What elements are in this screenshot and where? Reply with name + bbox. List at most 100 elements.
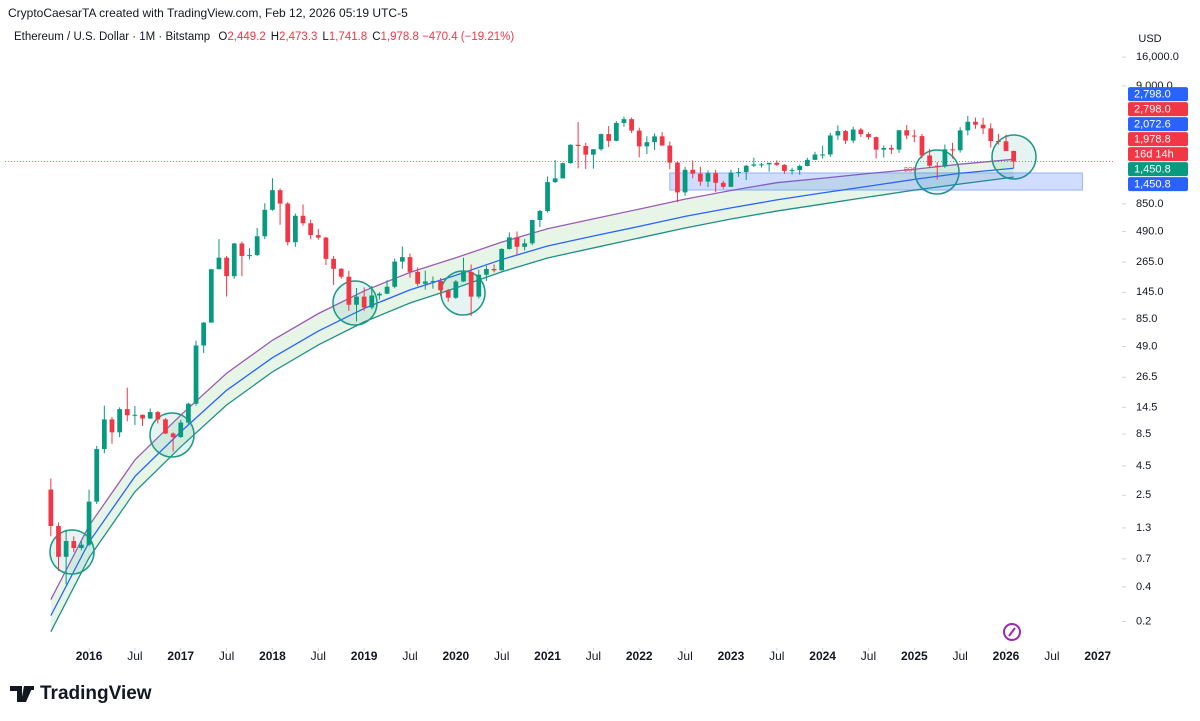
circle: [49, 529, 95, 575]
ohlc-key: L: [322, 31, 329, 43]
legend: Ethereum / U.S. Dollar · 1M · Bitstamp O…: [14, 31, 514, 43]
candle-body: [873, 137, 879, 150]
candle-body: [736, 172, 741, 174]
ohlc-value: 2,449.2: [227, 31, 266, 43]
candle-body: [545, 182, 550, 212]
price-badge-label: 2,798.0: [1134, 89, 1171, 101]
candle-body: [491, 268, 497, 271]
x-tick-label: 2016: [76, 649, 103, 663]
ohlc: O2,449.2 H2,473.3 L1,741.8 C1,978.8: [213, 31, 418, 43]
change: −470.4 (−19.21%): [422, 31, 515, 43]
candle-body: [759, 164, 764, 166]
y-tick-label: 2.5: [1136, 489, 1151, 501]
candle-body: [155, 412, 161, 420]
x-tick-label: Jul: [127, 649, 142, 663]
price-badge-label: 1,978.8: [1134, 134, 1171, 146]
candle-body: [598, 134, 604, 150]
candle-body: [652, 136, 657, 143]
candle-body: [506, 237, 512, 249]
candle-body: [583, 145, 589, 155]
candle-body: [827, 135, 833, 155]
y-tick-label: 850.0: [1136, 198, 1164, 210]
candle-body: [163, 419, 168, 434]
ohlc-key: H: [270, 31, 280, 43]
price-badge-label: 2,072.6: [1134, 119, 1171, 131]
candle-body: [766, 162, 772, 165]
candle-body: [743, 165, 749, 173]
candle-body: [843, 131, 848, 141]
price-badge: [1128, 102, 1188, 117]
y-tick-label: 14.5: [1136, 401, 1157, 413]
x-tick-label: Jul: [494, 649, 509, 663]
candle-body: [629, 119, 634, 131]
x-tick-label: 2027: [1084, 649, 1111, 663]
x-tick-label: 2023: [718, 649, 745, 663]
candle-body: [354, 296, 359, 305]
candle-body: [812, 154, 818, 160]
candle-body: [690, 169, 696, 174]
candle-body: [124, 409, 130, 416]
candle-body: [858, 129, 864, 135]
candle-body: [919, 136, 925, 156]
candle-body: [560, 163, 566, 179]
candle-body: [430, 280, 436, 282]
candle-body: [514, 237, 520, 247]
candle-body: [438, 280, 443, 291]
y-tick-label: 4.5: [1136, 460, 1151, 472]
candle-body: [308, 223, 314, 236]
candle-body: [950, 149, 955, 151]
candle-body: [636, 130, 642, 147]
candle-body: [384, 286, 390, 294]
price-badge-label: 2,798.0: [1134, 104, 1171, 116]
candle-body: [659, 136, 665, 146]
candle-body: [575, 144, 581, 146]
candle-body: [117, 409, 122, 433]
candle-body: [445, 290, 451, 298]
candle-body: [63, 541, 69, 557]
candle-body: [399, 257, 405, 262]
candle-body: [675, 162, 680, 193]
candle-body: [552, 178, 558, 183]
x-tick-label: Jul: [677, 649, 692, 663]
x-tick-label: 2017: [167, 649, 194, 663]
candle-body: [904, 130, 910, 136]
price-badge: [1128, 87, 1188, 102]
y-tick-label: 0.7: [1136, 553, 1151, 565]
candle-body: [606, 134, 612, 141]
candle-body: [988, 128, 994, 141]
event-icon: [1003, 623, 1021, 641]
x-tick-label: Jul: [953, 649, 968, 663]
y-tick-label: 490.0: [1136, 225, 1164, 237]
bands: [50, 158, 1014, 633]
candle-body: [720, 182, 726, 187]
candle-body: [331, 258, 336, 269]
x-tick-label: 2026: [993, 649, 1020, 663]
candle-body: [270, 190, 275, 210]
x-tick-label: Jul: [402, 649, 417, 663]
candle-body: [911, 135, 917, 137]
candle-body: [591, 149, 596, 155]
candle-body: [216, 257, 222, 270]
x-tick-label: 2024: [809, 649, 836, 663]
price-badge: [1128, 147, 1188, 162]
y-tick-label: 16,000.0: [1136, 51, 1179, 63]
candle-body: [835, 131, 841, 136]
candle-body: [178, 422, 184, 438]
ohlc-value: 2,473.3: [279, 31, 318, 43]
ohlc-value: 1,741.8: [328, 31, 368, 43]
attribution: CryptoCaesarTA created with TradingView.…: [8, 6, 408, 20]
candle-body: [996, 140, 1001, 142]
y-tick-label: 265.0: [1136, 256, 1164, 268]
candle-body: [881, 147, 887, 150]
candle-body: [782, 164, 787, 171]
candle-body: [973, 121, 978, 125]
candle-body: [239, 243, 245, 256]
candle-body: [484, 268, 489, 275]
x-tick-label: 2022: [626, 649, 653, 663]
candle-body: [231, 243, 237, 277]
candle-body: [965, 121, 971, 131]
candle-body: [980, 124, 986, 129]
symbol: Ethereum / U.S. Dollar · 1M · Bitstamp: [14, 31, 211, 43]
